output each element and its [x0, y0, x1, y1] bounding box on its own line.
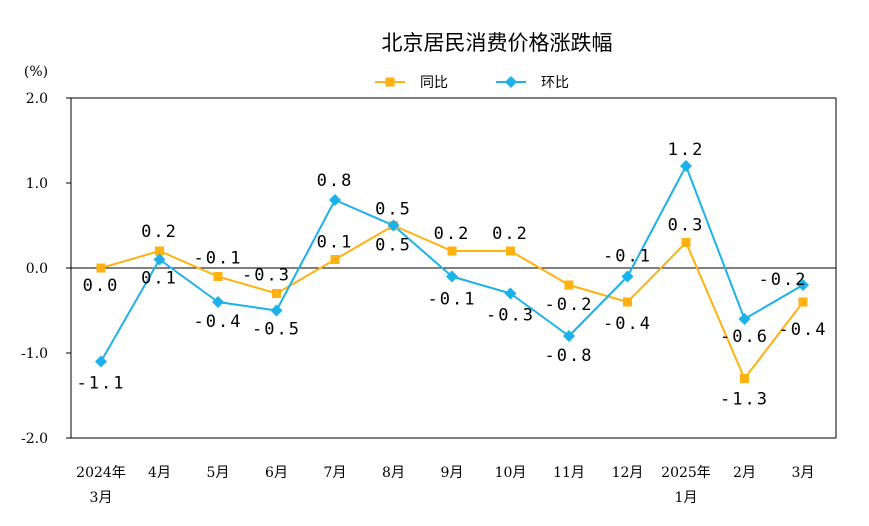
mom-data-label: 0.5 — [375, 200, 412, 220]
mom-diamond-marker — [270, 304, 283, 317]
x-tick-label: 11月 — [553, 465, 585, 481]
mom-diamond-marker — [329, 194, 341, 206]
mom-data-label: 1.2 — [668, 140, 705, 160]
mom-diamond-marker — [212, 296, 224, 308]
x-tick-label: 1月 — [675, 490, 698, 506]
yoy-square-marker — [272, 289, 281, 298]
legend-item-mom: 环比 — [496, 75, 569, 91]
mom-diamond-marker — [387, 219, 400, 232]
x-tick-label: 10月 — [495, 465, 527, 481]
mom-diamond-marker — [621, 270, 634, 283]
yoy-square-marker — [681, 238, 691, 247]
legend-yoy-label: 同比 — [420, 75, 448, 91]
yoy-data-label: 0.2 — [492, 224, 529, 244]
x-tick-label: 6月 — [265, 465, 288, 481]
series-markers — [95, 160, 809, 383]
yoy-data-label: -0.1 — [194, 249, 243, 269]
y-tick-label: -1.0 — [21, 346, 48, 362]
yoy-data-label: 0.3 — [668, 216, 705, 236]
mom-data-label: -0.1 — [428, 290, 477, 310]
yoy-data-label: 0.0 — [83, 276, 120, 296]
mom-data-label: 0.1 — [141, 269, 178, 289]
y-axis-unit-label: (%) — [24, 64, 48, 80]
mom-data-label: -0.4 — [194, 312, 243, 332]
mom-data-label: -0.6 — [720, 327, 769, 347]
mom-data-label: -1.1 — [77, 374, 126, 394]
x-tick-label: 9月 — [441, 465, 464, 481]
mom-diamond-marker — [563, 330, 575, 342]
mom-diamond-marker — [446, 270, 458, 283]
x-tick-label: 2025年 — [661, 465, 711, 481]
legend-mom-label: 环比 — [541, 75, 569, 91]
yoy-data-label: 0.5 — [375, 236, 412, 256]
x-tick-label: 2024年 — [76, 465, 126, 481]
mom-data-label: -0.8 — [545, 346, 594, 366]
mom-data-label: -0.2 — [759, 270, 808, 290]
yoy-square-marker — [506, 246, 515, 256]
yoy-data-label: -0.4 — [603, 314, 652, 334]
mom-data-label: -0.1 — [603, 247, 652, 267]
x-tick-label: 4月 — [148, 465, 171, 481]
legend-item-yoy: 同比 — [375, 75, 448, 91]
x-tick-label: 3月 — [792, 465, 815, 481]
mom-data-label: -0.3 — [486, 306, 535, 326]
mom-data-label: -0.5 — [252, 320, 301, 340]
yoy-data-label: 0.2 — [434, 224, 471, 244]
yoy-square-marker — [330, 255, 340, 264]
legend-mom-diamond-marker-icon — [505, 76, 517, 88]
x-tick-label: 12月 — [612, 465, 644, 481]
yoy-square-marker — [740, 374, 749, 383]
mom-diamond-marker — [797, 279, 809, 291]
yoy-square-marker — [798, 297, 808, 307]
mom-diamond-marker — [504, 287, 517, 300]
mom-diamond-marker — [738, 313, 751, 325]
yoy-square-marker — [213, 272, 223, 281]
x-tick-label: 7月 — [324, 465, 347, 481]
yoy-square-marker — [155, 246, 164, 256]
yoy-data-label: -0.3 — [242, 266, 291, 286]
yoy-square-marker — [564, 280, 574, 290]
y-tick-label: 0.0 — [26, 261, 48, 277]
yoy-data-label: 0.2 — [141, 222, 178, 242]
x-tick-label: 2月 — [733, 465, 756, 481]
yoy-data-label: 0.1 — [317, 233, 354, 253]
x-tick-label: 8月 — [382, 465, 405, 481]
yoy-data-label: -1.3 — [720, 390, 769, 410]
mom-data-label: 0.8 — [317, 171, 354, 191]
yoy-data-label: -0.4 — [779, 320, 828, 340]
mom-diamond-marker — [95, 355, 107, 368]
x-tick-label: 3月 — [90, 490, 113, 506]
mom-diamond-marker — [680, 160, 692, 172]
y-tick-label: 1.0 — [26, 176, 48, 192]
yoy-square-marker — [623, 297, 632, 307]
yoy-data-label: -0.2 — [545, 295, 594, 315]
y-tick-label: -2.0 — [21, 431, 48, 447]
y-tick-label: 2.0 — [26, 91, 48, 107]
legend: 同比 环比 — [375, 75, 569, 91]
x-tick-label: 5月 — [207, 465, 230, 481]
axes: 2.0 1.0 0.0 -1.0 -2.0 2024年 3月 4月 5月 6月 7月 8月 9月 10月 1… — [21, 91, 837, 506]
mom-diamond-marker — [153, 253, 166, 266]
yoy-square-marker — [96, 263, 106, 273]
data-labels: 0.00.2-0.1-0.30.1 0.50.2 0.2-0.2-0.40.3-1.… — [77, 140, 828, 410]
yoy-square-marker — [447, 246, 457, 256]
chart-title: 北京居民消费价格涨跌幅 — [382, 31, 613, 55]
legend-yoy-square-marker-icon — [385, 77, 395, 87]
